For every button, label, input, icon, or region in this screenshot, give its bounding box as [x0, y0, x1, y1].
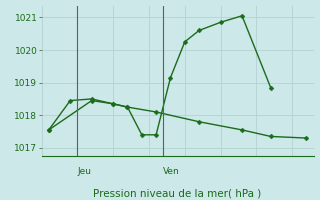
- Text: Pression niveau de la mer( hPa ): Pression niveau de la mer( hPa ): [93, 189, 262, 199]
- Text: Ven: Ven: [163, 166, 180, 176]
- Text: Jeu: Jeu: [77, 166, 92, 176]
